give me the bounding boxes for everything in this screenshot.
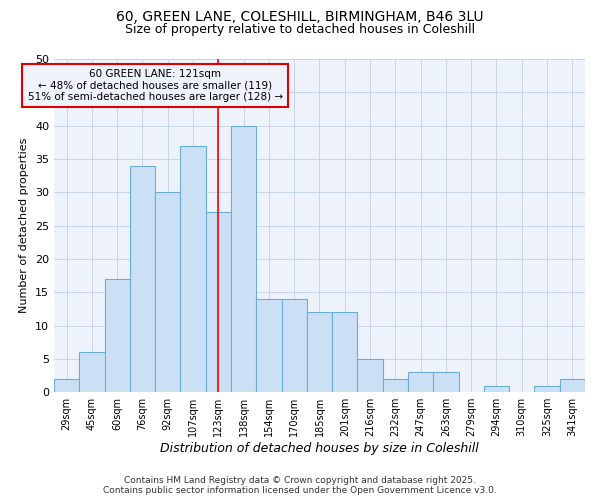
Bar	[332, 312, 358, 392]
Bar	[281, 299, 307, 392]
Bar	[130, 166, 155, 392]
Bar	[104, 279, 130, 392]
X-axis label: Distribution of detached houses by size in Coleshill: Distribution of detached houses by size …	[160, 442, 479, 455]
Text: 60, GREEN LANE, COLESHILL, BIRMINGHAM, B46 3LU: 60, GREEN LANE, COLESHILL, BIRMINGHAM, B…	[116, 10, 484, 24]
Bar	[433, 372, 458, 392]
Bar	[181, 146, 206, 392]
Bar	[383, 379, 408, 392]
Text: Size of property relative to detached houses in Coleshill: Size of property relative to detached ho…	[125, 22, 475, 36]
Bar	[155, 192, 181, 392]
Bar	[408, 372, 433, 392]
Bar	[206, 212, 231, 392]
Bar	[231, 126, 256, 392]
Y-axis label: Number of detached properties: Number of detached properties	[19, 138, 29, 314]
Bar	[256, 299, 281, 392]
Bar	[560, 379, 585, 392]
Text: Contains HM Land Registry data © Crown copyright and database right 2025.
Contai: Contains HM Land Registry data © Crown c…	[103, 476, 497, 495]
Bar	[535, 386, 560, 392]
Bar	[358, 359, 383, 392]
Bar	[307, 312, 332, 392]
Bar	[54, 379, 79, 392]
Bar	[79, 352, 104, 392]
Text: 60 GREEN LANE: 121sqm
← 48% of detached houses are smaller (119)
51% of semi-det: 60 GREEN LANE: 121sqm ← 48% of detached …	[28, 69, 283, 102]
Bar	[484, 386, 509, 392]
